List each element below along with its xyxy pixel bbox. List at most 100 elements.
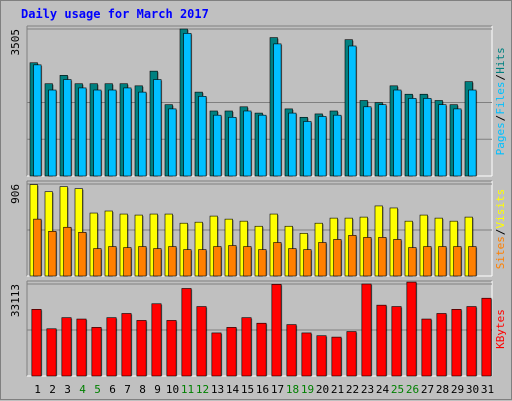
files-bar [393, 89, 402, 177]
files-bar [363, 106, 372, 177]
x-tick-label: 23 [361, 383, 374, 396]
sites-bar [243, 246, 252, 277]
files-bar [318, 116, 327, 177]
x-tick-label: 4 [79, 383, 86, 396]
sites-bar [108, 246, 117, 277]
files-bar [183, 33, 192, 177]
files-bar [333, 114, 342, 177]
visits-panel-legend-item-0: Sites [494, 236, 507, 269]
files-bar [228, 116, 237, 177]
sites-bar [63, 226, 72, 277]
x-tick-label: 7 [124, 383, 131, 396]
x-tick-label: 6 [109, 383, 116, 396]
visits-panel-legend-item-1: / [494, 229, 507, 236]
sites-bar [363, 237, 372, 277]
x-tick-label: 27 [421, 383, 434, 396]
files-bar [63, 79, 72, 177]
chart-title: Daily usage for March 2017 [21, 7, 209, 21]
hits-panel-max-label: 3505 [9, 29, 22, 56]
files-bar [123, 87, 132, 177]
kbytes-bar [421, 318, 432, 377]
sites-bar [228, 245, 237, 277]
files-bar [438, 104, 447, 177]
x-tick-label: 11 [181, 383, 194, 396]
files-bar [78, 87, 87, 177]
hits-panel-legend-item-0: Pages [494, 122, 507, 155]
sites-bar [168, 246, 177, 277]
x-tick-label: 8 [139, 383, 146, 396]
kbytes-bar [466, 306, 477, 377]
kbytes-bar [226, 327, 237, 377]
x-tick-label: 18 [286, 383, 299, 396]
sites-bar [438, 246, 447, 277]
kbytes-bar [301, 332, 312, 377]
sites-bar [393, 239, 402, 277]
hits-panel-legend-item-3: / [494, 74, 507, 81]
kbytes-bar [256, 322, 267, 377]
kbytes-bar [76, 318, 87, 377]
kbytes-bar [481, 297, 492, 377]
kbytes-bar [316, 335, 327, 377]
x-tick-label: 10 [166, 383, 179, 396]
files-bar [243, 110, 252, 177]
kbytes-bar [121, 313, 132, 377]
files-bar [153, 79, 162, 177]
x-tick-label: 21 [331, 383, 344, 396]
sites-bar [33, 218, 42, 277]
x-tick-label: 28 [436, 383, 449, 396]
files-bar [468, 89, 477, 177]
sites-bar [78, 232, 87, 277]
x-tick-label: 12 [196, 383, 209, 396]
hits-panel-legend-item-1: / [494, 115, 507, 122]
sites-bar [48, 231, 57, 277]
kbytes-bar [241, 317, 252, 377]
sites-bar [348, 235, 357, 277]
x-tick-label: 24 [376, 383, 390, 396]
kbytes-bar [166, 320, 177, 377]
files-bar [108, 89, 117, 177]
kbytes-bar [31, 309, 42, 377]
x-tick-label: 31 [481, 383, 494, 396]
files-bar [258, 114, 267, 177]
x-tick-label: 13 [211, 383, 224, 396]
kbytes-bar [436, 313, 447, 377]
kbytes-bar [391, 306, 402, 377]
visits-panel-legend-item-2: Visits [494, 189, 507, 229]
files-bar [348, 45, 357, 177]
sites-bar [93, 248, 102, 277]
sites-bar [453, 246, 462, 277]
kbytes-bar [331, 336, 342, 377]
sites-bar [408, 247, 417, 277]
hits-panel-legend-item-4: Hits [494, 47, 507, 74]
files-bar [303, 121, 312, 177]
kbytes-bar [376, 304, 387, 377]
kbytes-panel-max-label: 33113 [9, 284, 22, 317]
x-tick-label: 15 [241, 383, 254, 396]
kbytes-bar [211, 332, 222, 377]
sites-bar [198, 249, 207, 277]
files-bar [408, 98, 417, 177]
kbytes-bar [136, 320, 147, 377]
sites-bar [273, 242, 282, 277]
kbytes-bar [346, 331, 357, 377]
sites-bar [423, 246, 432, 277]
sites-bar [183, 249, 192, 277]
sites-bar [378, 237, 387, 277]
x-tick-label: 5 [94, 383, 101, 396]
kbytes-bar [151, 303, 162, 377]
x-tick-label: 17 [271, 383, 284, 396]
files-bar [168, 108, 177, 177]
kbytes-bar [451, 309, 462, 377]
sites-bar [213, 246, 222, 277]
kbytes-bar [196, 306, 207, 377]
files-bar [378, 104, 387, 177]
x-tick-label: 19 [301, 383, 314, 396]
visits-panel-max-label: 906 [9, 184, 22, 204]
hits-panel-legend-item-2: Files [494, 81, 507, 114]
x-tick-label: 9 [154, 383, 161, 396]
x-tick-label: 1 [34, 383, 41, 396]
x-tick-label: 2 [49, 383, 56, 396]
kbytes-bar [286, 324, 297, 377]
kbytes-bar [106, 317, 117, 377]
